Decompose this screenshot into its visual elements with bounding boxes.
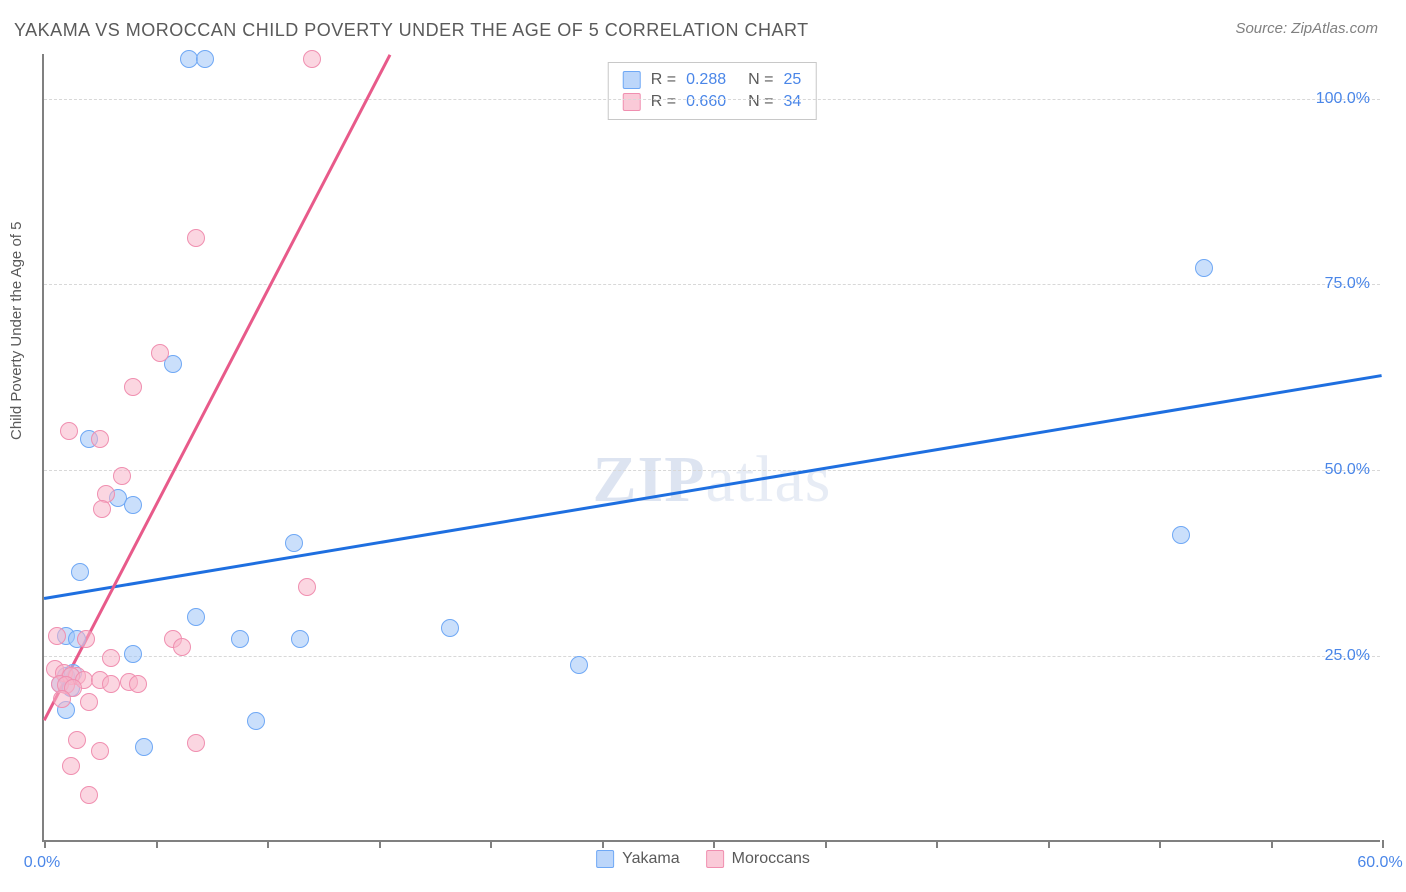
n-label: N =	[748, 71, 773, 89]
data-point	[285, 534, 303, 552]
x-tick	[267, 840, 269, 848]
data-point	[113, 467, 131, 485]
data-point	[93, 500, 111, 518]
data-point	[187, 608, 205, 626]
watermark: ZIPatlas	[593, 442, 832, 518]
data-point	[441, 619, 459, 637]
r-label: R =	[651, 71, 676, 89]
x-tick	[602, 840, 604, 848]
swatch-yakama-icon	[623, 71, 641, 89]
gridline	[44, 656, 1380, 657]
x-tick	[490, 840, 492, 848]
y-axis-label: Child Poverty Under the Age of 5	[8, 222, 25, 440]
legend-label-moroccans: Moroccans	[732, 850, 810, 868]
data-point	[570, 656, 588, 674]
y-tick-label: 75.0%	[1325, 275, 1370, 293]
x-tick-label: 60.0%	[1357, 854, 1402, 872]
data-point	[231, 630, 249, 648]
trend-line-moroccans	[43, 55, 391, 721]
data-point	[62, 757, 80, 775]
data-point	[53, 690, 71, 708]
x-tick	[825, 840, 827, 848]
data-point	[1172, 526, 1190, 544]
r-label: R =	[651, 93, 676, 111]
legend-item-yakama: Yakama	[596, 850, 680, 868]
legend-row-yakama: R = 0.288 N = 25	[623, 69, 802, 91]
x-tick	[1159, 840, 1161, 848]
series-legend: Yakama Moroccans	[596, 850, 810, 868]
data-point	[124, 378, 142, 396]
x-tick	[1048, 840, 1050, 848]
n-value-yakama: 25	[783, 71, 801, 89]
data-point	[80, 693, 98, 711]
trend-line-yakama	[44, 374, 1382, 599]
gridline	[44, 470, 1380, 471]
data-point	[91, 430, 109, 448]
data-point	[60, 422, 78, 440]
data-point	[298, 578, 316, 596]
scatter-chart: R = 0.288 N = 25 R = 0.660 N = 34 ZIPatl…	[42, 54, 1380, 842]
x-tick	[379, 840, 381, 848]
data-point	[1195, 259, 1213, 277]
data-point	[80, 786, 98, 804]
x-tick	[713, 840, 715, 848]
data-point	[71, 563, 89, 581]
watermark-light: atlas	[706, 443, 832, 516]
data-point	[151, 344, 169, 362]
correlation-legend: R = 0.288 N = 25 R = 0.660 N = 34	[608, 62, 817, 120]
data-point	[135, 738, 153, 756]
gridline	[44, 284, 1380, 285]
x-tick-label: 0.0%	[24, 854, 60, 872]
legend-row-moroccans: R = 0.660 N = 34	[623, 91, 802, 113]
swatch-moroccans-icon	[706, 850, 724, 868]
n-label: N =	[748, 93, 773, 111]
r-value-yakama: 0.288	[686, 71, 726, 89]
data-point	[77, 630, 95, 648]
r-value-moroccans: 0.660	[686, 93, 726, 111]
swatch-moroccans-icon	[623, 93, 641, 111]
data-point	[303, 50, 321, 68]
data-point	[91, 742, 109, 760]
data-point	[129, 675, 147, 693]
legend-label-yakama: Yakama	[622, 850, 680, 868]
x-tick	[936, 840, 938, 848]
data-point	[187, 734, 205, 752]
data-point	[291, 630, 309, 648]
chart-title: YAKAMA VS MOROCCAN CHILD POVERTY UNDER T…	[14, 20, 809, 41]
x-tick	[1382, 840, 1384, 848]
data-point	[173, 638, 191, 656]
data-point	[68, 731, 86, 749]
y-tick-label: 25.0%	[1325, 647, 1370, 665]
data-point	[247, 712, 265, 730]
gridline	[44, 99, 1380, 100]
data-point	[102, 649, 120, 667]
source-label: Source: ZipAtlas.com	[1235, 20, 1378, 37]
x-tick	[44, 840, 46, 848]
x-tick	[156, 840, 158, 848]
data-point	[196, 50, 214, 68]
x-tick	[1271, 840, 1273, 848]
swatch-yakama-icon	[596, 850, 614, 868]
data-point	[48, 627, 66, 645]
data-point	[187, 229, 205, 247]
data-point	[124, 645, 142, 663]
data-point	[102, 675, 120, 693]
legend-item-moroccans: Moroccans	[706, 850, 810, 868]
data-point	[124, 496, 142, 514]
y-tick-label: 50.0%	[1325, 461, 1370, 479]
y-tick-label: 100.0%	[1316, 90, 1370, 108]
n-value-moroccans: 34	[783, 93, 801, 111]
